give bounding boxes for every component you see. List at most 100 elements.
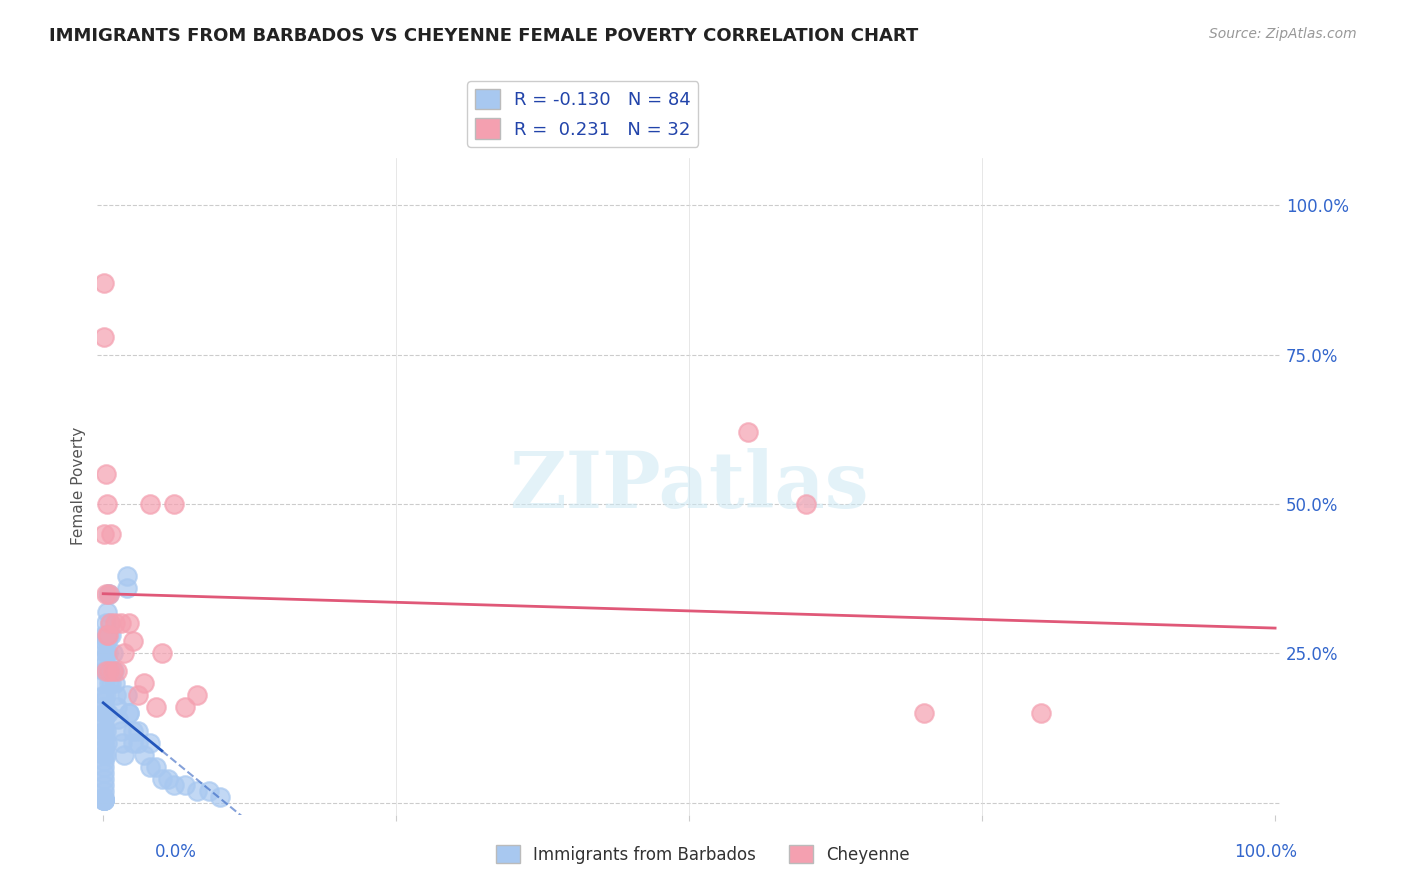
Point xyxy=(94,706,117,720)
Point xyxy=(94,616,117,631)
Point xyxy=(94,688,117,702)
Point xyxy=(93,652,115,666)
Text: Source: ZipAtlas.com: Source: ZipAtlas.com xyxy=(1209,27,1357,41)
Point xyxy=(98,665,121,679)
Point xyxy=(127,736,149,750)
Point xyxy=(101,646,124,660)
Point xyxy=(98,628,121,642)
Point xyxy=(98,665,121,679)
Point xyxy=(134,747,156,762)
Point xyxy=(101,665,124,679)
Point xyxy=(118,706,141,720)
Point xyxy=(121,723,143,738)
Point xyxy=(174,778,197,792)
Legend: Immigrants from Barbados, Cheyenne: Immigrants from Barbados, Cheyenne xyxy=(489,838,917,871)
Point xyxy=(93,712,115,726)
Point xyxy=(94,723,117,738)
Point xyxy=(93,772,115,786)
Point xyxy=(139,736,162,750)
Point xyxy=(93,792,115,806)
Point xyxy=(96,628,118,642)
Point xyxy=(1029,706,1052,720)
Point xyxy=(156,772,179,786)
Point xyxy=(97,646,120,660)
Point xyxy=(93,792,115,806)
Point xyxy=(98,586,121,600)
Point xyxy=(94,665,117,679)
Point xyxy=(93,760,115,774)
Point xyxy=(94,586,117,600)
Point xyxy=(96,497,118,511)
Point xyxy=(96,706,118,720)
Point xyxy=(139,760,162,774)
Point xyxy=(162,778,184,792)
Point xyxy=(103,665,125,679)
Point xyxy=(93,778,115,792)
Point xyxy=(97,586,120,600)
Point xyxy=(93,706,115,720)
Point xyxy=(93,658,115,673)
Point xyxy=(174,700,197,714)
Point xyxy=(104,676,127,690)
Point xyxy=(107,712,129,726)
Point xyxy=(93,792,115,806)
Point xyxy=(93,330,115,344)
Point xyxy=(93,723,115,738)
Point xyxy=(110,723,132,738)
Point xyxy=(93,783,115,797)
Point xyxy=(94,628,117,642)
Point xyxy=(105,665,128,679)
Point xyxy=(93,789,115,804)
Point xyxy=(118,706,141,720)
Point xyxy=(98,676,121,690)
Point xyxy=(139,497,162,511)
Point xyxy=(93,754,115,768)
Point xyxy=(97,706,120,720)
Point xyxy=(150,646,173,660)
Point xyxy=(100,628,122,642)
Point xyxy=(115,568,138,582)
Point xyxy=(100,527,122,541)
Point xyxy=(93,747,115,762)
Point xyxy=(118,616,141,631)
Point xyxy=(93,792,115,806)
Point xyxy=(150,772,173,786)
Point xyxy=(197,783,219,797)
Point xyxy=(796,497,818,511)
Point xyxy=(97,628,120,642)
Point xyxy=(93,792,115,806)
Point xyxy=(98,616,121,631)
Point xyxy=(94,665,117,679)
Point xyxy=(93,688,115,702)
Point xyxy=(96,605,118,619)
Point xyxy=(105,700,128,714)
Text: ZIPatlas: ZIPatlas xyxy=(509,448,869,524)
Point xyxy=(93,736,115,750)
Point xyxy=(111,736,134,750)
Point xyxy=(162,497,184,511)
Point xyxy=(93,634,115,648)
Point xyxy=(93,628,115,642)
Point xyxy=(737,425,759,440)
Text: IMMIGRANTS FROM BARBADOS VS CHEYENNE FEMALE POVERTY CORRELATION CHART: IMMIGRANTS FROM BARBADOS VS CHEYENNE FEM… xyxy=(49,27,918,45)
Point xyxy=(96,736,118,750)
Point xyxy=(96,634,118,648)
Point xyxy=(93,527,115,541)
Point xyxy=(115,581,138,595)
Point xyxy=(93,665,115,679)
Point xyxy=(105,688,128,702)
Point xyxy=(912,706,935,720)
Point xyxy=(145,760,167,774)
Point xyxy=(112,646,135,660)
Point xyxy=(94,646,117,660)
Point xyxy=(93,792,115,806)
Legend: R = -0.130   N = 84, R =  0.231   N = 32: R = -0.130 N = 84, R = 0.231 N = 32 xyxy=(467,81,699,146)
Point xyxy=(93,730,115,744)
Point xyxy=(98,586,121,600)
Y-axis label: Female Poverty: Female Poverty xyxy=(72,427,86,545)
Point xyxy=(98,616,121,631)
Point xyxy=(186,688,208,702)
Point xyxy=(134,676,156,690)
Text: 0.0%: 0.0% xyxy=(155,843,197,861)
Text: 100.0%: 100.0% xyxy=(1234,843,1296,861)
